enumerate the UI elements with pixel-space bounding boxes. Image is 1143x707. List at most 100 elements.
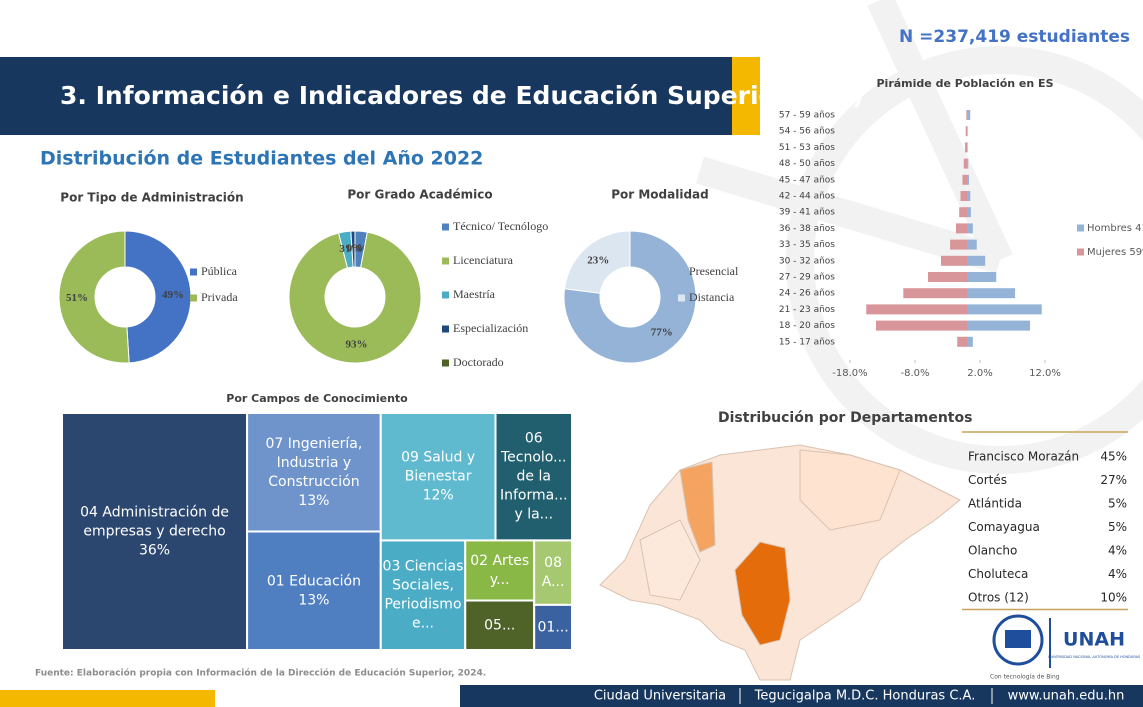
- legend-label: Técnico/ Tecnólogo: [453, 219, 548, 233]
- x-tick-label: 2.0%: [967, 368, 992, 379]
- treemap-label: Bienestar: [405, 469, 472, 485]
- logo-subtitle: UNIVERSIDAD NACIONAL AUTÓNOMA DE HONDURA…: [1048, 654, 1141, 659]
- bar: [903, 288, 967, 299]
- legend-label: Mujeres 59%: [1087, 247, 1143, 258]
- treemap-label: Tecnolo...: [500, 450, 566, 466]
- logo-credit: Con tecnología de Bing: [990, 674, 1060, 681]
- legend-swatch: [678, 268, 685, 276]
- treemap-label: Industria y: [277, 455, 352, 471]
- treemap-label: e...: [412, 616, 434, 632]
- treemap-label: 12%: [423, 488, 454, 504]
- legend-swatch: [190, 294, 197, 302]
- y-tick-label: 27 - 29 años: [779, 273, 835, 283]
- bar: [967, 191, 971, 201]
- footer-accent: [0, 690, 215, 707]
- treemap-cell: [494, 412, 573, 542]
- treemap-label: 13%: [298, 493, 329, 509]
- y-tick-label: 30 - 32 años: [779, 256, 835, 266]
- bar: [950, 239, 967, 250]
- y-tick-label: 54 - 56 años: [779, 127, 835, 137]
- legend-swatch: [442, 291, 449, 299]
- data-label: 51%: [66, 292, 88, 304]
- map-region: [639, 519, 701, 601]
- treemap-cell: [379, 539, 467, 652]
- y-tick-label: 18 - 20 años: [779, 321, 835, 331]
- x-tick-label: -8.0%: [900, 368, 929, 379]
- data-label: 49%: [162, 289, 184, 301]
- bar: [967, 142, 968, 153]
- chart-title: Pirámide de Población en ES: [877, 77, 1054, 90]
- treemap-label: A...: [542, 574, 565, 590]
- bar: [967, 272, 997, 282]
- legend-swatch: [442, 325, 449, 333]
- treemap-label: y la...: [514, 507, 553, 523]
- y-tick-label: 48 - 50 años: [779, 159, 835, 169]
- legend-swatch: [1077, 224, 1084, 232]
- treemap-cell: [61, 412, 249, 651]
- bar: [967, 239, 977, 250]
- x-tick-label: 12.0%: [1029, 368, 1061, 379]
- footer-text: Tegucigalpa M.D.C. Honduras C.A.: [754, 689, 976, 704]
- department-name: Comayagua: [968, 520, 1040, 534]
- bar: [966, 110, 967, 120]
- legend-label: Licenciatura: [453, 253, 514, 267]
- bar: [965, 142, 967, 153]
- legend-swatch: [442, 257, 449, 265]
- chart-title: Por Tipo de Administración: [60, 191, 243, 205]
- data-label: 77%: [651, 327, 673, 339]
- sample-size: N =237,419 estudiantes: [899, 27, 1130, 47]
- map-region: [734, 541, 791, 646]
- chart-title: Por Grado Académico: [347, 188, 492, 202]
- treemap-label: 36%: [139, 543, 170, 559]
- footer-band: [460, 685, 1143, 707]
- data-label: 23%: [587, 255, 609, 267]
- treemap-label: de la: [517, 469, 551, 485]
- table-title: Distribución por Departamentos: [718, 410, 972, 426]
- treemap-label: 02 Artes: [470, 553, 529, 569]
- bar: [965, 126, 967, 137]
- legend-swatch: [678, 294, 685, 302]
- treemap-cell: [533, 539, 573, 606]
- legend-swatch: [442, 359, 449, 367]
- treemap-label: 09 Salud y: [401, 450, 475, 466]
- x-tick-label: -18.0%: [832, 368, 867, 379]
- bar: [959, 207, 967, 218]
- bar: [963, 158, 967, 169]
- legend-label: Doctorado: [453, 355, 504, 369]
- bar: [967, 207, 971, 218]
- header-accent: [732, 57, 760, 135]
- y-tick-label: 36 - 38 años: [779, 224, 835, 234]
- y-tick-label: 15 - 17 años: [779, 337, 835, 347]
- y-tick-label: 51 - 53 años: [779, 143, 835, 153]
- department-name: Cortés: [968, 473, 1007, 487]
- chart-title: Por Modalidad: [611, 188, 709, 202]
- treemap-cell: [464, 599, 536, 651]
- logo-emblem: [1005, 630, 1031, 648]
- legend-label: Hombres 41%: [1087, 223, 1143, 234]
- y-tick-label: 57 - 59 años: [779, 111, 835, 121]
- y-tick-label: 33 - 35 años: [779, 240, 835, 250]
- department-share: 5%: [1108, 497, 1127, 511]
- decor-line: [695, 156, 1005, 274]
- source-note: Fuente: Elaboración propia con Informaci…: [35, 668, 486, 679]
- department-share: 5%: [1108, 520, 1127, 534]
- slide-title: 3. Información e Indicadores de Educació…: [60, 81, 864, 110]
- treemap-cell: [246, 530, 382, 651]
- legend-label: Maestría: [453, 287, 496, 301]
- department-name: Olancho: [968, 544, 1017, 558]
- donut-slice: [288, 231, 422, 364]
- donut-slice: [563, 230, 697, 364]
- donut-slice: [58, 230, 130, 364]
- bar: [941, 255, 967, 266]
- department-name: Atlántida: [968, 497, 1022, 511]
- bar: [967, 288, 1016, 299]
- department-name: Otros (12): [968, 591, 1029, 605]
- treemap-label: Sociales,: [392, 578, 454, 594]
- legend-swatch: [190, 268, 197, 276]
- y-tick-label: 45 - 47 años: [779, 175, 835, 185]
- treemap-cell: [464, 539, 536, 602]
- legend-label: Presencial: [689, 264, 739, 278]
- treemap-label: 07 Ingeniería,: [266, 436, 363, 452]
- decor-line: [867, 0, 1013, 266]
